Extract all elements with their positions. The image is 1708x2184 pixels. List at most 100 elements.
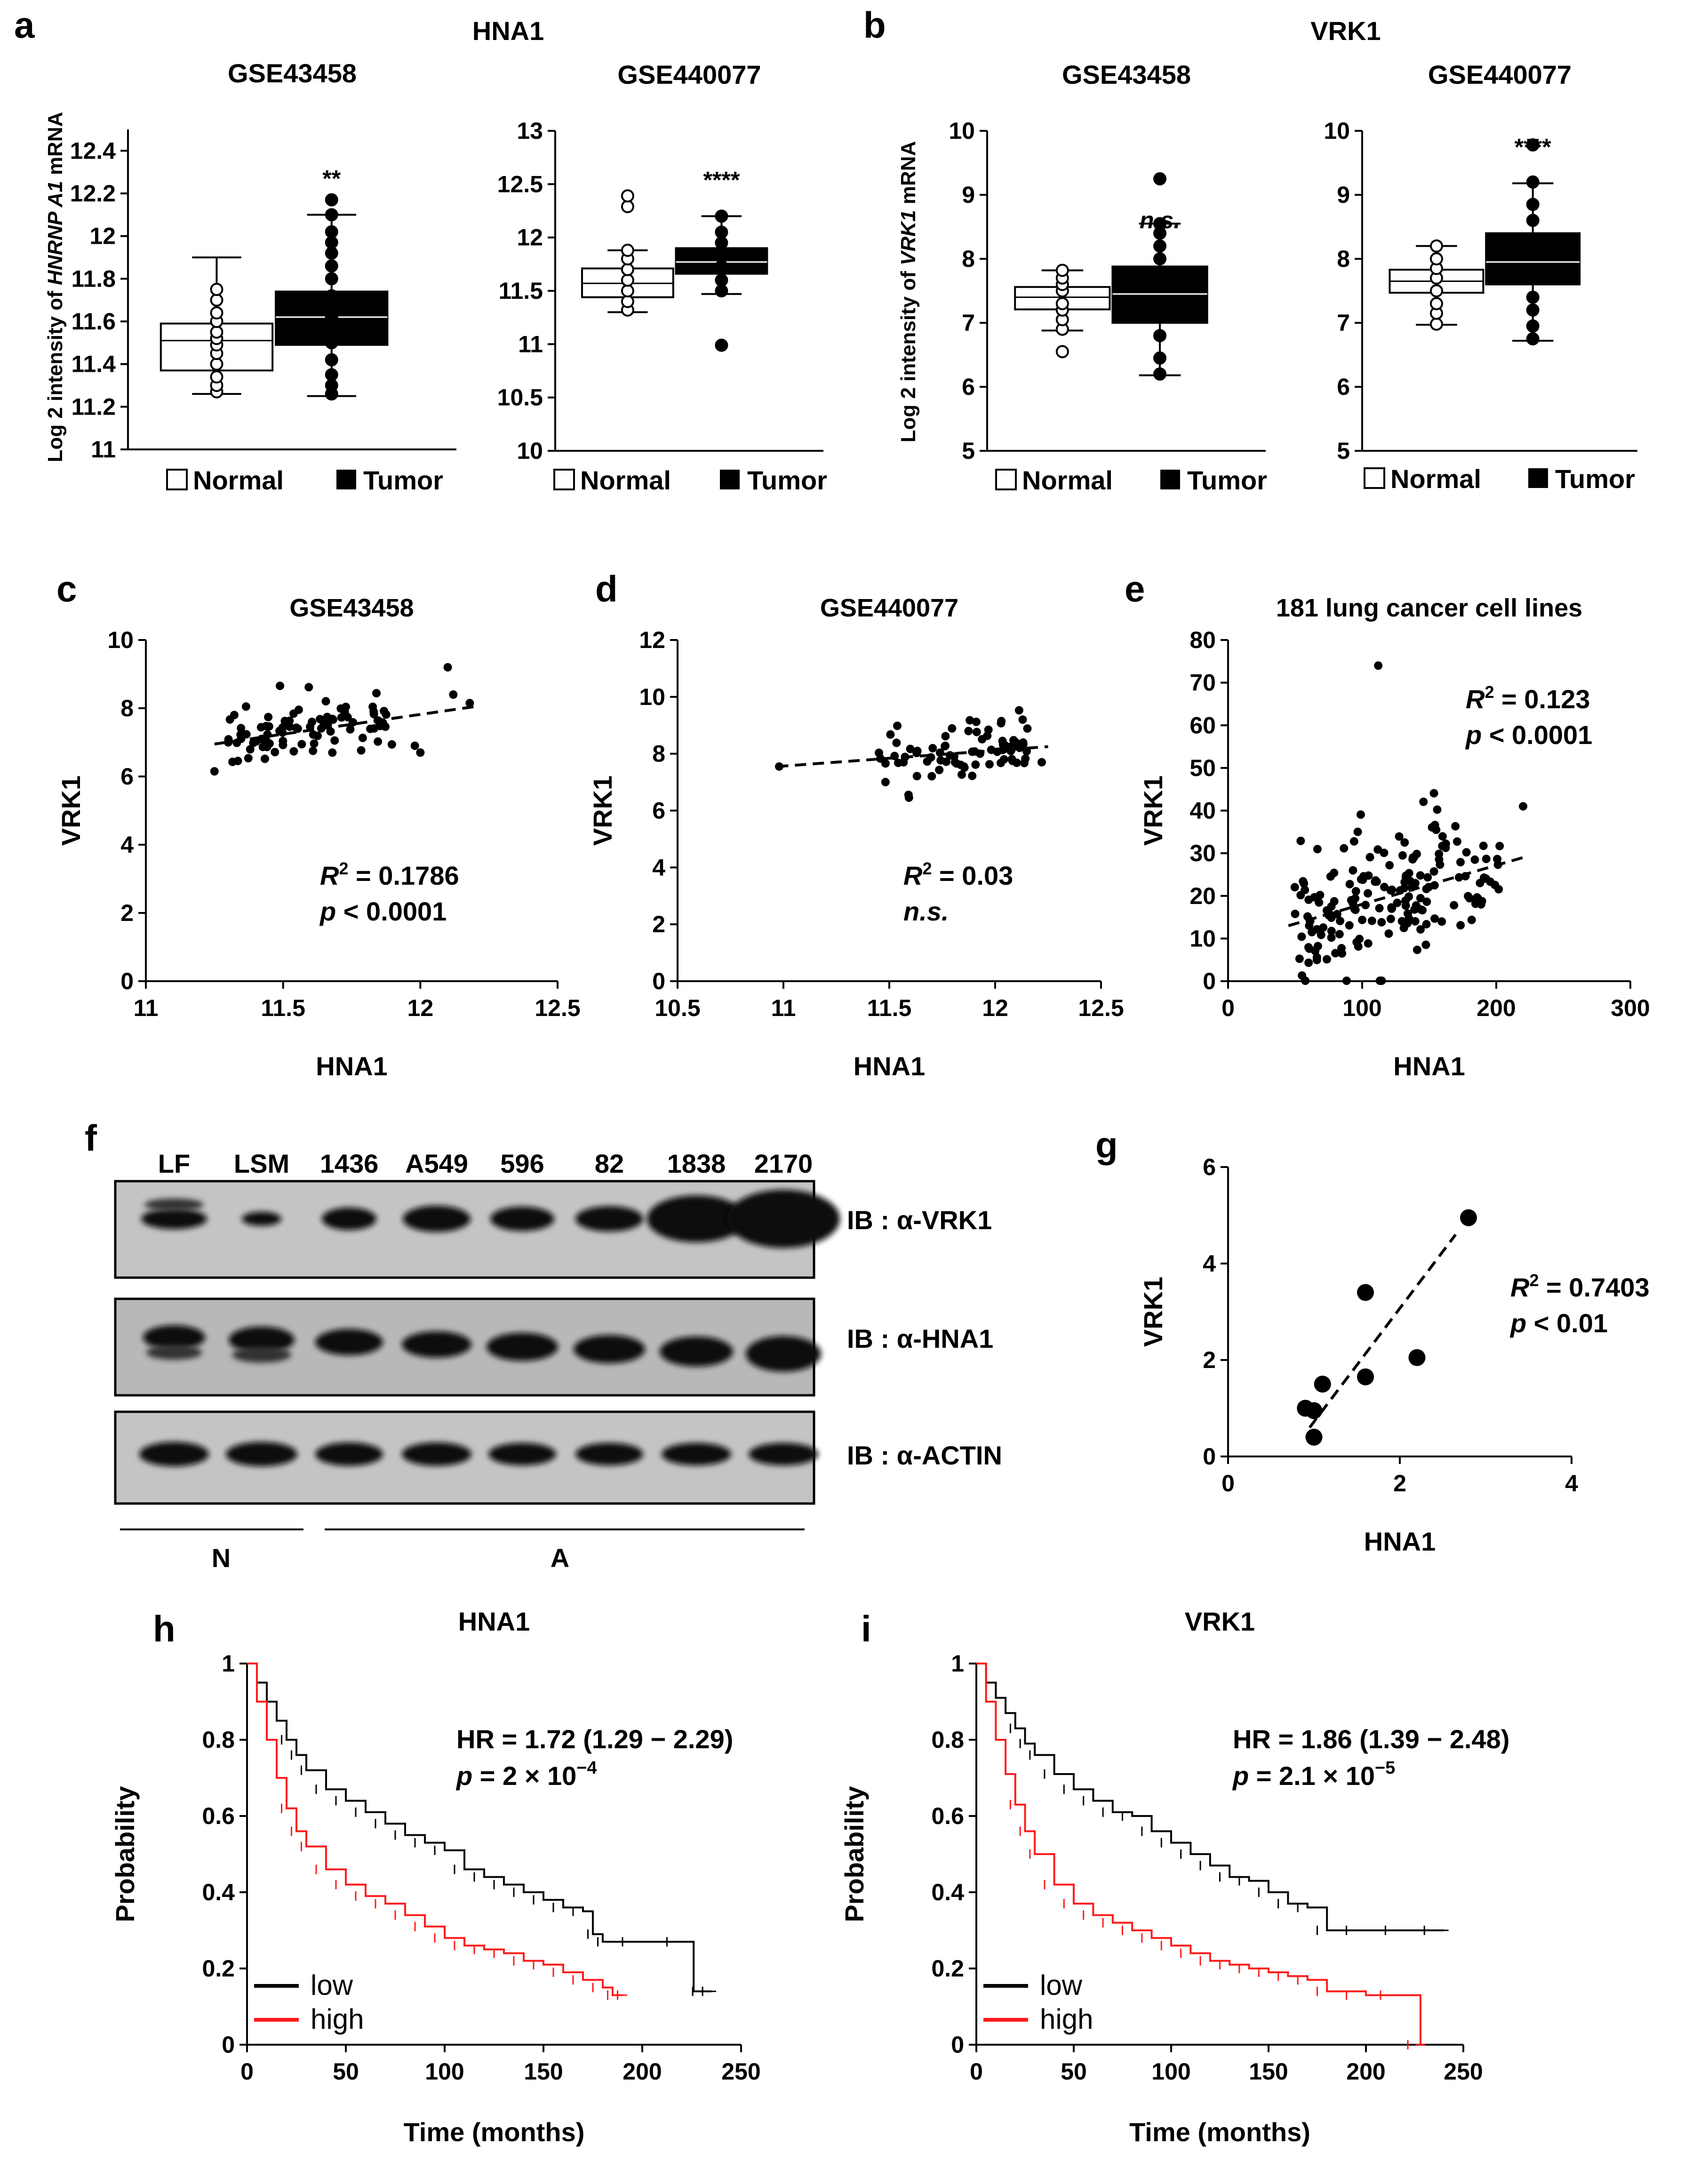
data-point (1364, 939, 1373, 948)
data-point (715, 338, 728, 352)
legend-normal-label: Normal (1390, 464, 1481, 494)
lane-label: 2170 (754, 1149, 813, 1178)
data-point (1333, 910, 1341, 919)
c-y-tick-label: 0 (120, 968, 134, 994)
data-point (262, 721, 271, 730)
data-point (210, 283, 223, 296)
e-r-squared: R2 = 0.123 (1466, 682, 1590, 714)
box-plot-a2: 10 10.5 11 11.5 12 12.5 13 GSE440077 **** (497, 60, 823, 464)
b1-y-tick-label: 9 (962, 182, 975, 208)
legend-tumor-label: Tumor (1555, 464, 1635, 494)
protein-band (146, 1345, 202, 1360)
g-y-label: VRK1 (1138, 1277, 1168, 1347)
data-point (999, 755, 1008, 764)
data-point (321, 697, 330, 706)
data-point (998, 736, 1007, 745)
data-point (1345, 921, 1354, 930)
data-point (449, 690, 458, 699)
a2-title: GSE440077 (617, 60, 761, 89)
data-point (1526, 138, 1540, 152)
data-point (1153, 278, 1167, 291)
data-point (715, 225, 728, 239)
data-point (1153, 252, 1167, 265)
data-point (1422, 920, 1431, 928)
data-point (1388, 904, 1397, 912)
legend-normal-swatch (166, 469, 188, 490)
data-point (292, 723, 301, 732)
data-point (349, 718, 358, 727)
d-y-tick-label: 12 (639, 627, 665, 653)
data-point (1365, 853, 1374, 862)
data-point (260, 754, 269, 763)
p-label: < 0.01 (1526, 1308, 1608, 1338)
h-title: HNA1 (458, 1607, 530, 1636)
panel-a-title: HNA1 (472, 16, 544, 46)
c-title: GSE43458 (289, 594, 414, 622)
b2-y-tick-label: 7 (1337, 310, 1350, 336)
data-point (210, 306, 223, 320)
b1-significance: n.s. (1140, 207, 1180, 233)
p-value-base: = 2.1 × 10 (1256, 1761, 1375, 1791)
data-point (1385, 861, 1394, 870)
data-point (1377, 918, 1386, 927)
d-trend-line (777, 745, 1048, 768)
group-label-a: A (551, 1543, 569, 1573)
e-y-tick-label: 40 (1189, 798, 1216, 824)
panel-letter-i: i (861, 1608, 871, 1649)
h-legend-label-low: low (311, 1969, 353, 2001)
data-point (289, 709, 298, 718)
r2-superscript: 2 (1485, 682, 1494, 702)
i-y-tick-label: 0 (951, 2032, 964, 2058)
data-point (325, 379, 338, 392)
legend-tumor-swatch (1160, 470, 1180, 489)
data-point (1296, 891, 1305, 900)
data-point (1456, 921, 1465, 930)
i-x-tick-label: 100 (1151, 2058, 1190, 2085)
a2-y-tick-label: 11 (518, 331, 543, 357)
a2-y-tick-label: 13 (517, 118, 543, 144)
data-point (985, 760, 994, 769)
data-point (1413, 945, 1421, 954)
p-value-base: = 2 × 10 (480, 1761, 577, 1791)
p-value-exponent: −5 (1375, 1758, 1395, 1778)
protein-band (490, 1207, 554, 1231)
data-point (285, 722, 294, 731)
scatter-plot-d: 0 2 4 6 8 10 12 10.5 11 11.5 12 12.5 GSE440077 HNA1 VR… (588, 594, 1124, 1081)
h-x-tick-label: 250 (721, 2058, 760, 2085)
a1-y-tick-label: 11.2 (71, 393, 116, 420)
b2-title: GSE440077 (1428, 60, 1572, 89)
e-x-tick-label: 100 (1342, 995, 1381, 1021)
e-title: 181 lung cancer cell lines (1276, 594, 1582, 622)
a2-box-tumor (675, 209, 768, 352)
data-point (893, 721, 902, 730)
d-x-tick-label: 10.5 (654, 995, 700, 1021)
protein-band (575, 1206, 643, 1232)
data-point (1305, 1402, 1323, 1419)
data-point (236, 730, 245, 739)
data-point (715, 259, 728, 273)
g-x-tick-label: 2 (1393, 1470, 1406, 1496)
data-point (886, 730, 895, 739)
data-point (244, 754, 253, 763)
data-point (1153, 217, 1167, 231)
legend-b2: Normal Tumor (1364, 464, 1635, 494)
data-point (1421, 940, 1430, 949)
data-point (1416, 925, 1425, 934)
e-x-label: HNA1 (1393, 1051, 1465, 1081)
panel-letter-h: h (153, 1608, 176, 1649)
i-x-tick-label: 0 (970, 2058, 983, 2085)
panel-b-ylabel-post: mRNA (897, 141, 920, 210)
legend-normal-swatch (553, 469, 575, 490)
data-point (369, 707, 378, 716)
c-x-tick-label: 12 (407, 995, 434, 1021)
data-point (1305, 1429, 1323, 1446)
data-point (343, 713, 352, 722)
data-point (1395, 832, 1404, 841)
i-legend-label-high: high (1040, 2003, 1093, 2035)
lane-label: LSM (234, 1149, 289, 1178)
data-point (271, 748, 279, 757)
data-point (210, 357, 223, 371)
a1-y-tick-label: 11.8 (71, 265, 116, 292)
data-point (1422, 897, 1431, 906)
